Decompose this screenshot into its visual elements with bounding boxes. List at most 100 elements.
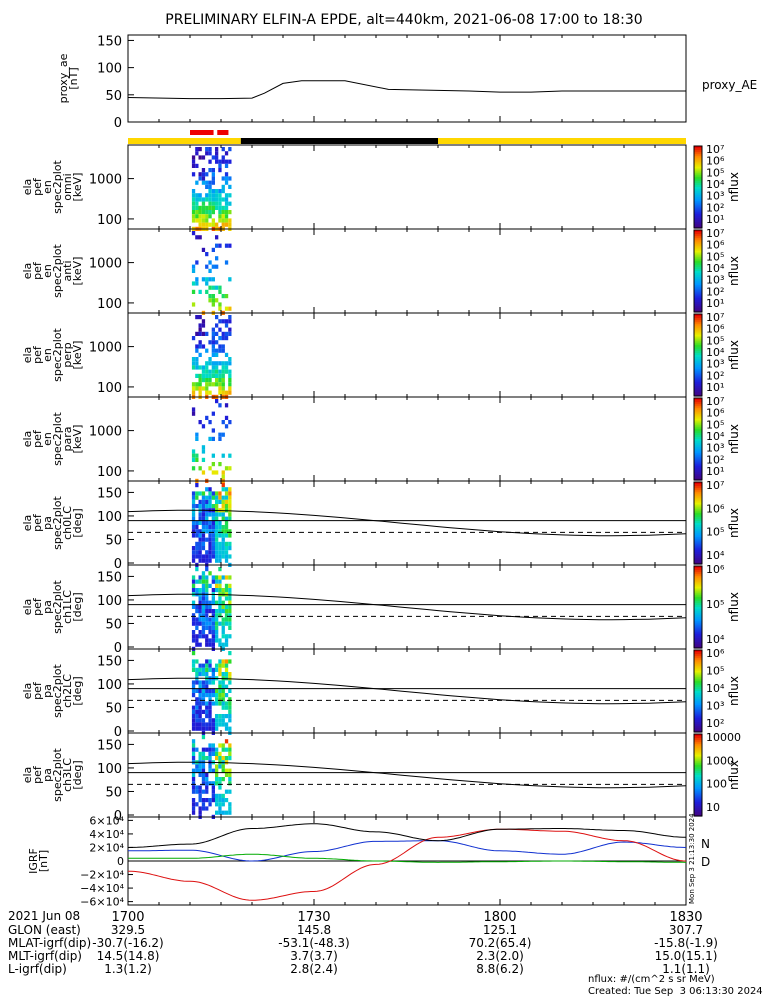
spec-panel-3-pixel (195, 382, 199, 387)
x-axis-tick-label: 1700 (111, 910, 144, 925)
spec-panel-1-pixel (208, 184, 212, 189)
spec-panel-4-colorbar-segment (694, 461, 702, 465)
spec-panel-7-pixel (221, 718, 225, 723)
spec-panel-1-pixel (224, 197, 229, 202)
spec-panel-5-pixel (221, 554, 225, 559)
spec-panel-4-pixel (211, 428, 215, 433)
spec-panel-1-y-tick-label: 1000 (89, 173, 122, 188)
x-axis-tick-label: 1730 (297, 910, 330, 925)
spec-panel-6-pixel (198, 588, 202, 593)
spec-panel-2-y-label: anti (61, 260, 74, 281)
spec-panel-8-pixel (201, 747, 206, 752)
spec-panel-1-pixel (191, 172, 196, 177)
spec-panel-7-pixel (228, 701, 232, 706)
spec-panel-1-pixel (195, 180, 199, 185)
spec-panel-1-pixel (205, 210, 209, 215)
spec-panel-2-colorbar-segment (694, 307, 702, 311)
spec-panel-7-pixel (228, 672, 232, 677)
spec-panel-1-colorbar-segment (694, 195, 702, 198)
spec-panel-1-pixel (211, 168, 215, 173)
spec-panel-5-pixel (218, 533, 222, 538)
spec-panel-4-colorbar-segment (694, 410, 702, 413)
spec-panel-5-pixel (221, 495, 225, 500)
spec-panel-1-colorbar-segment (694, 221, 702, 225)
spec-panel-8-pixel (218, 810, 222, 815)
spec-panel-6-pixel (198, 609, 202, 614)
spec-panel-1-pixel (205, 193, 209, 198)
spec-panel-4-pixel (211, 453, 215, 458)
spec-panel-7-pixel (228, 676, 232, 681)
spec-panel-7-pixel (191, 693, 196, 698)
spec-panel-2-pixel (211, 264, 215, 269)
spec-panel-5-colorbar-frame (693, 481, 703, 565)
spec-panel-2-colorbar-segment (694, 244, 702, 247)
spec-panel-5-y-label: ch0LC (61, 506, 74, 540)
spec-panel-6-pixel (228, 621, 232, 626)
spec-panel-7-pixel (191, 722, 196, 727)
spec-panel-8-pixel (215, 747, 219, 752)
spec-panel-3-y-label: perp (61, 342, 74, 367)
spec-panel-5-pixel (201, 516, 206, 521)
spec-panel-8-pixel (221, 768, 225, 773)
spec-panel-3-colorbar-segment (694, 379, 702, 383)
spec-panel-4-colorbar-segment (694, 473, 702, 477)
spec-panel-2-colorbar-segment (694, 275, 702, 278)
spec-panel-3-pixel (191, 390, 196, 395)
spec-panel-2-pixel (224, 243, 229, 248)
spec-panel-1-pixel (205, 151, 209, 156)
spec-panel-1-pixel (198, 205, 202, 210)
spec-panel-3-colorbar-segment (694, 389, 702, 393)
spec-panel-2-colorbar-segment (694, 299, 702, 303)
spec-panel-3-pixel (215, 352, 219, 357)
spec-panel-2-pixel (211, 298, 215, 303)
figure-title: PRELIMINARY ELFIN-A EPDE, alt=440km, 202… (165, 12, 642, 28)
spec-panel-7-pixel (215, 714, 219, 719)
spec-panel-6-colorbar-segment (694, 611, 702, 614)
spec-panel-8-colorbar-tick: 100 (706, 778, 727, 791)
spec-panel-1-pixel (218, 210, 222, 215)
spec-panel-7-pixel (205, 722, 209, 727)
spec-panel-2-colorbar-segment (694, 297, 702, 301)
spec-panel-8-colorbar-segment (694, 811, 702, 815)
spec-panel-8-pixel (198, 772, 202, 777)
spec-panel-4-pixel (221, 420, 225, 425)
spec-panel-4-colorbar-segment (694, 445, 702, 448)
spec-panel-4-pixel (191, 453, 196, 458)
spec-panel-1-colorbar-segment (694, 150, 702, 153)
spec-panel-4-colorbar-segment (694, 453, 702, 456)
spec-panel-3-pixel (211, 373, 215, 378)
spec-panel-1-pixel (191, 197, 196, 202)
spec-panel-7-pixel (218, 688, 222, 693)
spec-panel-6-pixel (224, 604, 229, 609)
spec-panel-1-pixel (195, 163, 199, 168)
spec-panel-5-pixel (211, 495, 215, 500)
spec-panel-4-colorbar-segment (694, 402, 702, 405)
spec-panel-5-pixel (198, 550, 202, 555)
spec-panel-8-pixel (228, 747, 232, 752)
spec-panel-1-pixel (198, 176, 202, 181)
spec-panel-1-pixel (215, 205, 219, 210)
spec-panel-5-pixel (208, 550, 212, 555)
spec-panel-7-pixel (198, 701, 202, 706)
spec-panel-6-pixel (221, 621, 225, 626)
spec-panel-8-y-tick-label: 50 (105, 785, 122, 800)
spec-panel-5-pixel (201, 499, 206, 504)
spec-panel-6-pixel (195, 579, 199, 584)
spec-panel-1-colorbar-segment (694, 193, 702, 196)
spec-panel-7-pixel (215, 726, 219, 731)
spec-panel-1-pixel (205, 180, 209, 185)
spec-panel-3-pixel (208, 369, 212, 374)
spec-panel-7-pixel (224, 667, 229, 672)
spec-panel-1-colorbar-segment (694, 213, 702, 217)
spec-panel-1-pixel (198, 147, 202, 152)
spec-panel-7-pixel (201, 693, 206, 698)
spec-panel-4-pixel (228, 453, 232, 458)
spec-panel-3-colorbar-segment (694, 363, 702, 366)
spec-panel-6-pixel (224, 642, 229, 647)
spec-panel-5-colorbar-label: nflux (727, 508, 741, 538)
spec-panel-5-pixel (218, 512, 222, 517)
spec-panel-5-pixel (211, 533, 215, 538)
spec-panel-3-pixel (215, 323, 219, 328)
spec-panel-5-colorbar-segment (694, 490, 702, 493)
proxy-ae-y-tick-label: 150 (97, 34, 122, 49)
